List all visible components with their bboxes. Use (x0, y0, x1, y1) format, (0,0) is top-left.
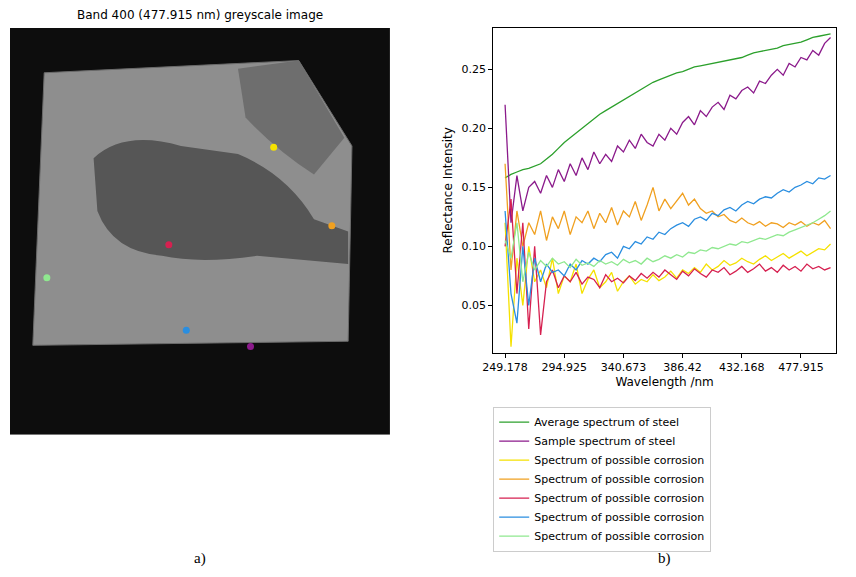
svg-text:0.25: 0.25 (462, 63, 487, 76)
svg-text:Sample spectrum of steel: Sample spectrum of steel (534, 435, 675, 448)
svg-text:0.05: 0.05 (462, 299, 487, 312)
svg-text:b): b) (658, 550, 671, 567)
svg-text:477.915: 477.915 (778, 361, 824, 374)
svg-text:Spectrum of possible corrosion: Spectrum of possible corrosion (534, 511, 704, 524)
svg-text:294.925: 294.925 (542, 361, 588, 374)
svg-text:0.15: 0.15 (462, 181, 487, 194)
svg-text:432.168: 432.168 (719, 361, 765, 374)
svg-text:249.178: 249.178 (482, 361, 527, 374)
svg-text:Wavelength /nm: Wavelength /nm (615, 375, 713, 389)
svg-text:386.42: 386.42 (663, 361, 702, 374)
svg-text:Average spectrum of steel: Average spectrum of steel (534, 416, 679, 429)
svg-text:Reflectance Intensity: Reflectance Intensity (441, 127, 455, 253)
svg-text:Band 400 (477.915 nm) greyscal: Band 400 (477.915 nm) greyscale image (77, 8, 323, 22)
svg-text:a): a) (194, 550, 206, 567)
svg-text:0.20: 0.20 (462, 122, 487, 135)
svg-text:Spectrum of possible corrosion: Spectrum of possible corrosion (534, 530, 704, 543)
svg-text:Spectrum of possible corrosion: Spectrum of possible corrosion (534, 492, 704, 505)
svg-text:0.10: 0.10 (462, 240, 487, 253)
svg-text:340.673: 340.673 (601, 361, 647, 374)
svg-text:Spectrum of possible corrosion: Spectrum of possible corrosion (534, 473, 704, 486)
svg-text:Spectrum of possible corrosion: Spectrum of possible corrosion (534, 454, 704, 467)
